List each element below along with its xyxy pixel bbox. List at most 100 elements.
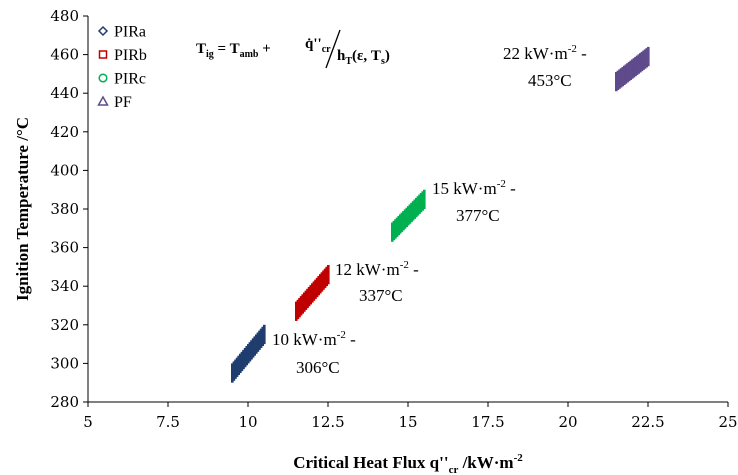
- series-pirb-point: [303, 292, 306, 312]
- y-tick-label: 380: [50, 200, 79, 218]
- annotation-12kw-line1: 12 kW·m-2 -: [335, 259, 419, 279]
- series-pira-point: [253, 336, 256, 356]
- series-pira-point: [234, 359, 237, 379]
- annotation-12kw: 12 kW·m-2 - 337°C: [335, 259, 419, 305]
- series-pirb-point: [323, 268, 327, 288]
- y-ticks: 280 300 320 340 360 380 400 420 440 460 480: [50, 7, 88, 411]
- series-pirb-point: [320, 272, 324, 292]
- series-pirb-point: [306, 288, 309, 309]
- series-pirb-point: [325, 266, 328, 287]
- series-pf-point: [647, 46, 650, 67]
- legend-marker-triangle: [97, 95, 109, 106]
- x-tick-label: 10: [238, 413, 257, 431]
- series-pf-point: [629, 60, 632, 80]
- series-pf-point: [626, 63, 629, 83]
- series-pirc-point: [423, 189, 426, 209]
- y-tick-label: 320: [50, 316, 79, 334]
- series-pirc-point: [402, 211, 405, 231]
- formula-numerator: q̇''cr: [305, 36, 331, 55]
- series-pira-point: [251, 338, 255, 358]
- legend: PIRa PIRb PIRc PF: [97, 24, 147, 111]
- series-pf-point: [643, 49, 647, 69]
- annotation-22kw-line1: 22 kW·m-2 -: [503, 43, 587, 63]
- y-tick-label: 440: [50, 84, 79, 102]
- series-pf-point: [634, 56, 637, 77]
- x-tick-label: 25: [718, 413, 737, 431]
- series-pirc-point: [397, 215, 400, 236]
- legend-item-pirc: PIRc: [98, 71, 146, 88]
- series-pf-point: [632, 58, 636, 78]
- annotation-15kw-line2: 377°C: [456, 206, 500, 225]
- series-pirc-point: [413, 199, 416, 219]
- y-tick-label: 280: [50, 393, 79, 411]
- x-tick-label: 15: [398, 413, 417, 431]
- series-pira-point: [258, 330, 261, 350]
- legend-label-pf: PF: [114, 94, 132, 111]
- series-pira-point: [263, 324, 266, 345]
- y-tick-label: 360: [50, 239, 79, 257]
- legend-marker-square: [98, 50, 108, 59]
- series-pira-point: [248, 342, 252, 362]
- series-pira-point: [235, 357, 239, 377]
- series-pirc-point: [410, 202, 413, 223]
- legend-item-pirb: PIRb: [98, 47, 147, 64]
- series-pirb-point: [317, 275, 320, 296]
- series-pirc-point: [407, 206, 410, 226]
- series-pira-point: [256, 332, 260, 352]
- series-pf-point: [627, 61, 631, 82]
- series-pira-point: [250, 340, 253, 360]
- series-pf-point: [618, 69, 621, 89]
- series-pf-point: [635, 55, 639, 75]
- series-pf-point: [639, 53, 642, 73]
- y-tick-label: 400: [50, 161, 79, 179]
- y-tick-label: 420: [50, 123, 79, 141]
- series-pira-point: [240, 351, 244, 372]
- series-pira-point: [259, 328, 263, 348]
- x-tick-label: 17.5: [471, 413, 504, 431]
- series-pirc-point: [418, 194, 421, 214]
- series-pirc-point: [419, 192, 423, 213]
- series-pf-point: [623, 65, 626, 85]
- x-axis-title: Critical Heat Flux q''cr /kW·m-2: [293, 452, 523, 475]
- series-pirb-point: [299, 296, 303, 316]
- legend-label-pira: PIRa: [114, 24, 146, 41]
- series-pira-point: [232, 361, 236, 381]
- series-pira-point: [245, 346, 248, 366]
- series-pirc-point: [395, 217, 399, 237]
- series-pira-point: [242, 349, 245, 370]
- legend-item-pira: PIRa: [97, 24, 146, 41]
- x-ticks: 5 7.5 10 12.5 15 17.5 20 22.5 25: [83, 402, 738, 431]
- annotation-10kw-line1: 10 kW·m-2 -: [272, 329, 356, 349]
- series-pirc-point: [421, 191, 424, 211]
- series-pirb-point: [319, 274, 322, 294]
- series-pirb-point: [304, 290, 308, 310]
- series-pirb-point: [312, 281, 316, 301]
- series-pf-point: [640, 51, 644, 72]
- series-pira-point: [247, 344, 250, 364]
- series-pirc-point: [415, 197, 418, 218]
- series-pirb-point: [296, 299, 300, 320]
- legend-label-pirc: PIRc: [114, 71, 146, 88]
- data-bands: [231, 46, 650, 383]
- series-pf-point: [615, 71, 618, 92]
- x-tick-label: 22.5: [631, 413, 664, 431]
- series-pira-point: [239, 353, 242, 374]
- series-pirb-point: [307, 286, 311, 307]
- series-pf-point: [624, 64, 628, 84]
- x-tick-label: 20: [558, 413, 577, 431]
- series-pirb-point: [311, 283, 314, 303]
- x-tick-label: 7.5: [156, 413, 180, 431]
- series-pirc: [391, 189, 426, 242]
- series-pira-point: [261, 326, 264, 347]
- series-pf-point: [642, 50, 645, 70]
- series-pirc-point: [392, 220, 396, 241]
- y-axis-title: Ignition Temperature /°C: [13, 117, 32, 301]
- formula-lhs: Tig = Tamb +: [196, 41, 271, 60]
- series-pirc-point: [400, 212, 404, 232]
- series-pf-point: [637, 54, 640, 74]
- legend-marker-diamond: [97, 25, 109, 37]
- series-pirb-point: [314, 279, 317, 299]
- series-pirb-point: [309, 285, 312, 305]
- series-pf-point: [619, 68, 623, 88]
